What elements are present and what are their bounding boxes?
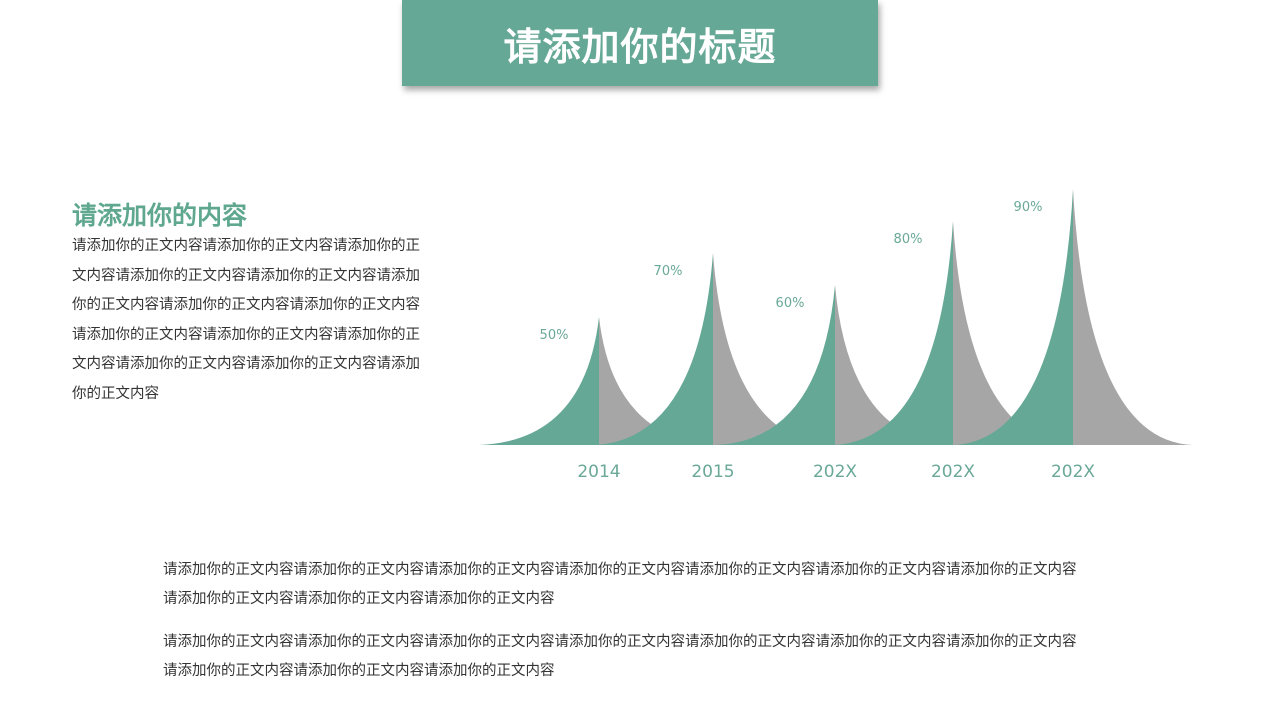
data-label: 70% [654, 264, 683, 279]
x-tick-label: 202X [931, 462, 975, 482]
data-label: 90% [1014, 200, 1043, 215]
title-banner: 请添加你的标题 [402, 0, 878, 86]
data-label: 60% [776, 296, 805, 311]
page-title: 请添加你的标题 [503, 23, 777, 69]
peak-right-3 [953, 221, 1073, 445]
peak-left-2 [715, 285, 835, 445]
bottom-paragraph-1: 请添加你的正文内容请添加你的正文内容请添加你的正文内容请添加你的正文内容请添加你… [163, 562, 1077, 607]
bottom-paragraph-2: 请添加你的正文内容请添加你的正文内容请添加你的正文内容请添加你的正文内容请添加你… [163, 634, 1077, 679]
peak-right-4 [1073, 189, 1193, 445]
x-tick-label: 202X [813, 462, 857, 482]
peak-right-1 [713, 253, 833, 445]
x-tick-label: 2015 [691, 462, 734, 482]
peak-right-0 [599, 317, 719, 445]
side-body-text: 请添加你的正文内容请添加你的正文内容请添加你的正文内容请添加你的正文内容请添加你… [72, 238, 420, 402]
peak-left-4 [953, 189, 1073, 445]
peak-left-3 [833, 221, 953, 445]
section-heading: 请添加你的内容 [72, 201, 248, 230]
peak-right-2 [835, 285, 955, 445]
data-label: 50% [540, 328, 569, 343]
peak-left-1 [593, 253, 713, 445]
peak-left-0 [479, 317, 599, 445]
data-label: 80% [894, 232, 923, 247]
x-tick-label: 202X [1051, 462, 1095, 482]
x-tick-label: 2014 [577, 462, 620, 482]
